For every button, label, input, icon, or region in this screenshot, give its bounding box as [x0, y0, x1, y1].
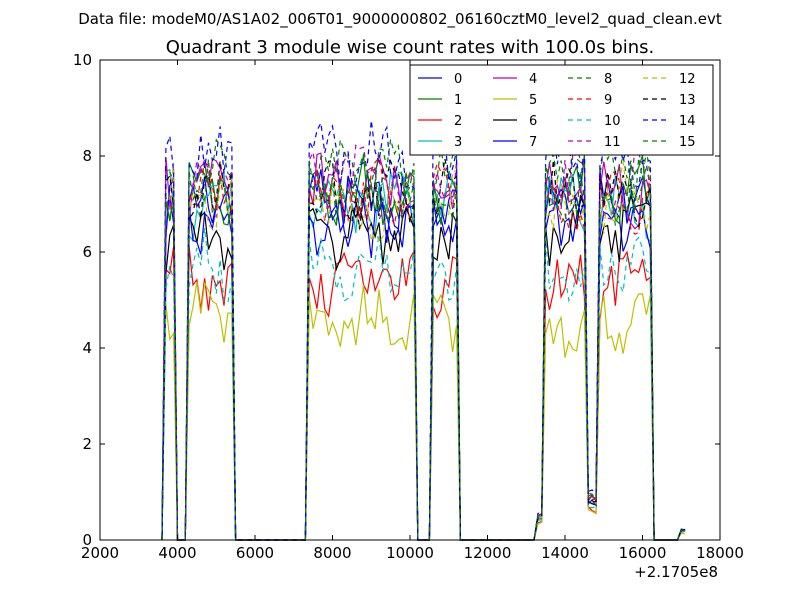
- y-tick-label: 2: [82, 435, 92, 453]
- x-tick-label: 18000: [696, 544, 744, 562]
- legend-label-13: 13: [679, 93, 696, 108]
- series-line-15: [161, 150, 686, 541]
- ticks-layer: 2000 4000 6000 8000 10000 12000 14000 16000 1800…: [73, 51, 744, 562]
- y-tick-label: 4: [82, 339, 92, 357]
- series-line-1: [161, 154, 686, 541]
- legend-box: [409, 64, 714, 156]
- x-tick-label: 10000: [386, 544, 434, 562]
- y-tick-label: 0: [82, 531, 92, 549]
- y-tick-label: 8: [82, 147, 92, 165]
- x-tick-label: 4000: [158, 544, 196, 562]
- series-line-7: [161, 175, 686, 541]
- legend-label-1: 1: [454, 93, 462, 108]
- legend-label-2: 2: [454, 114, 462, 129]
- legend-label-4: 4: [529, 72, 537, 87]
- series-line-9: [161, 156, 686, 541]
- x-tick-label: 2000: [81, 544, 119, 562]
- x-tick-label: 8000: [313, 544, 351, 562]
- series-line-0: [161, 169, 686, 541]
- legend-label-11: 11: [604, 135, 621, 150]
- series-line-6: [161, 193, 686, 541]
- legend-label-9: 9: [604, 93, 612, 108]
- y-tick-label: 10: [73, 51, 92, 69]
- series-line-11: [161, 144, 686, 541]
- series-line-4: [161, 152, 686, 541]
- x-tick-label: 14000: [541, 544, 589, 562]
- x-offset-label: +2.1705e8: [634, 563, 718, 581]
- legend-label-7: 7: [529, 135, 537, 150]
- series-line-3: [161, 168, 686, 541]
- legend-label-8: 8: [604, 72, 612, 87]
- legend-label-10: 10: [604, 114, 621, 129]
- series-layer: [161, 116, 686, 541]
- legend-label-14: 14: [679, 114, 696, 129]
- series-line-12: [161, 162, 686, 541]
- x-tick-label: 6000: [236, 544, 274, 562]
- legend-label-0: 0: [454, 72, 462, 87]
- legend-label-15: 15: [679, 135, 696, 150]
- y-tick-label: 6: [82, 243, 92, 261]
- legend-label-3: 3: [454, 135, 462, 150]
- series-line-2: [161, 246, 686, 541]
- x-tick-label: 16000: [619, 544, 667, 562]
- legend-label-12: 12: [679, 72, 696, 87]
- legend-label-5: 5: [529, 93, 537, 108]
- series-line-5: [161, 281, 686, 541]
- series-line-10: [161, 227, 686, 541]
- x-tick-label: 12000: [464, 544, 512, 562]
- series-line-13: [161, 158, 686, 541]
- figure-suptitle: Data file: modeM0/AS1A02_006T01_90000008…: [78, 10, 722, 29]
- legend-label-6: 6: [529, 114, 537, 129]
- chart-title: Quadrant 3 module wise count rates with …: [166, 37, 655, 58]
